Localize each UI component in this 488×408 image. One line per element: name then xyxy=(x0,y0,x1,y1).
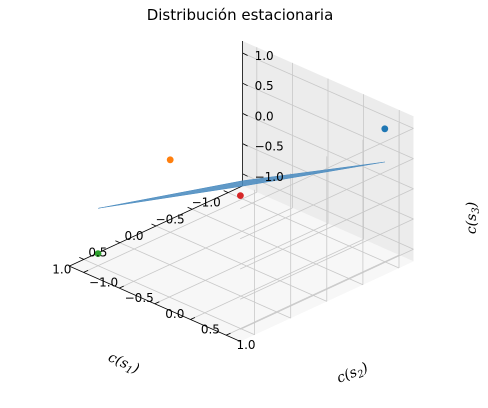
x-tick-label: 0.5 xyxy=(88,246,107,260)
gridline-z-wall xyxy=(242,82,414,159)
grid-lines xyxy=(83,47,414,336)
x-tick-label: 1.0 xyxy=(52,262,71,276)
y-tick xyxy=(83,270,89,273)
z-tick xyxy=(242,173,248,177)
x-tick xyxy=(79,257,84,260)
data-point-1 xyxy=(381,125,389,133)
axis-lines xyxy=(69,41,248,342)
x-tick xyxy=(187,206,193,210)
z-tick xyxy=(242,113,248,117)
y-tick xyxy=(154,301,160,305)
surface-layer xyxy=(97,161,385,209)
x-tick xyxy=(223,190,229,193)
z-tick-label: 0.0 xyxy=(255,109,274,123)
z-tick xyxy=(242,143,248,147)
x-tick xyxy=(115,240,121,244)
points-layer xyxy=(94,125,389,257)
x-tick-label: 0.0 xyxy=(124,229,143,243)
z-tick-label: −1.0 xyxy=(255,170,284,184)
gridline-z-wall xyxy=(242,113,414,190)
z-tick xyxy=(242,52,248,56)
z-tick-label: −0.5 xyxy=(255,140,284,154)
axis-labels: c(s1) c(s2) c(s3) xyxy=(105,202,482,389)
y-tick-label: −1.0 xyxy=(89,275,118,289)
gridline-y-floor xyxy=(154,223,329,305)
gridline-y-floor xyxy=(190,238,364,320)
z-axis-label: c(s3) xyxy=(464,202,482,234)
gridline-z-wall xyxy=(240,248,414,330)
y-tick xyxy=(190,317,196,320)
x-tick-label: −1.0 xyxy=(192,196,221,210)
x-axis-line xyxy=(69,265,241,342)
data-point-4 xyxy=(237,192,244,200)
y-tick-label: 0.0 xyxy=(165,307,184,321)
data-point-2 xyxy=(94,250,102,257)
gridline-z-wall xyxy=(242,143,414,220)
chart-title: Distribución estacionaria xyxy=(147,6,334,24)
data-point-3 xyxy=(166,156,174,164)
y-tick-label: 1.0 xyxy=(236,338,255,352)
z-tick xyxy=(242,82,248,87)
y-tick-label: −0.5 xyxy=(125,291,154,305)
y-tick xyxy=(225,332,231,336)
gridline-z-wall xyxy=(242,52,414,129)
z-tick-label: 0.5 xyxy=(255,79,274,93)
x-tick-label: −0.5 xyxy=(156,212,185,226)
y-tick xyxy=(119,285,124,289)
gridline-y-floor xyxy=(83,191,257,273)
y-tick-label: 0.5 xyxy=(201,323,220,337)
gridline-z-wall xyxy=(240,188,414,270)
y-axis-label: c(s2) xyxy=(335,360,372,389)
x-tick xyxy=(151,223,157,227)
gridline-z-wall xyxy=(240,218,414,300)
x-axis-label: c(s1) xyxy=(105,349,142,379)
gridline-y-floor xyxy=(225,254,400,336)
gridline-y-floor xyxy=(119,207,293,289)
gridline-z-wall xyxy=(240,158,414,240)
gridline-z-wall xyxy=(242,173,414,250)
gridline-z-wall xyxy=(240,128,414,209)
tick-labels: −1.0 −0.5 0.0 0.5 1.0 −1.0 −0.5 0.0 0.5 1.0 −1.0 −0… xyxy=(52,49,283,352)
surface-plane xyxy=(97,161,385,209)
z-tick-label: 1.0 xyxy=(255,49,274,63)
